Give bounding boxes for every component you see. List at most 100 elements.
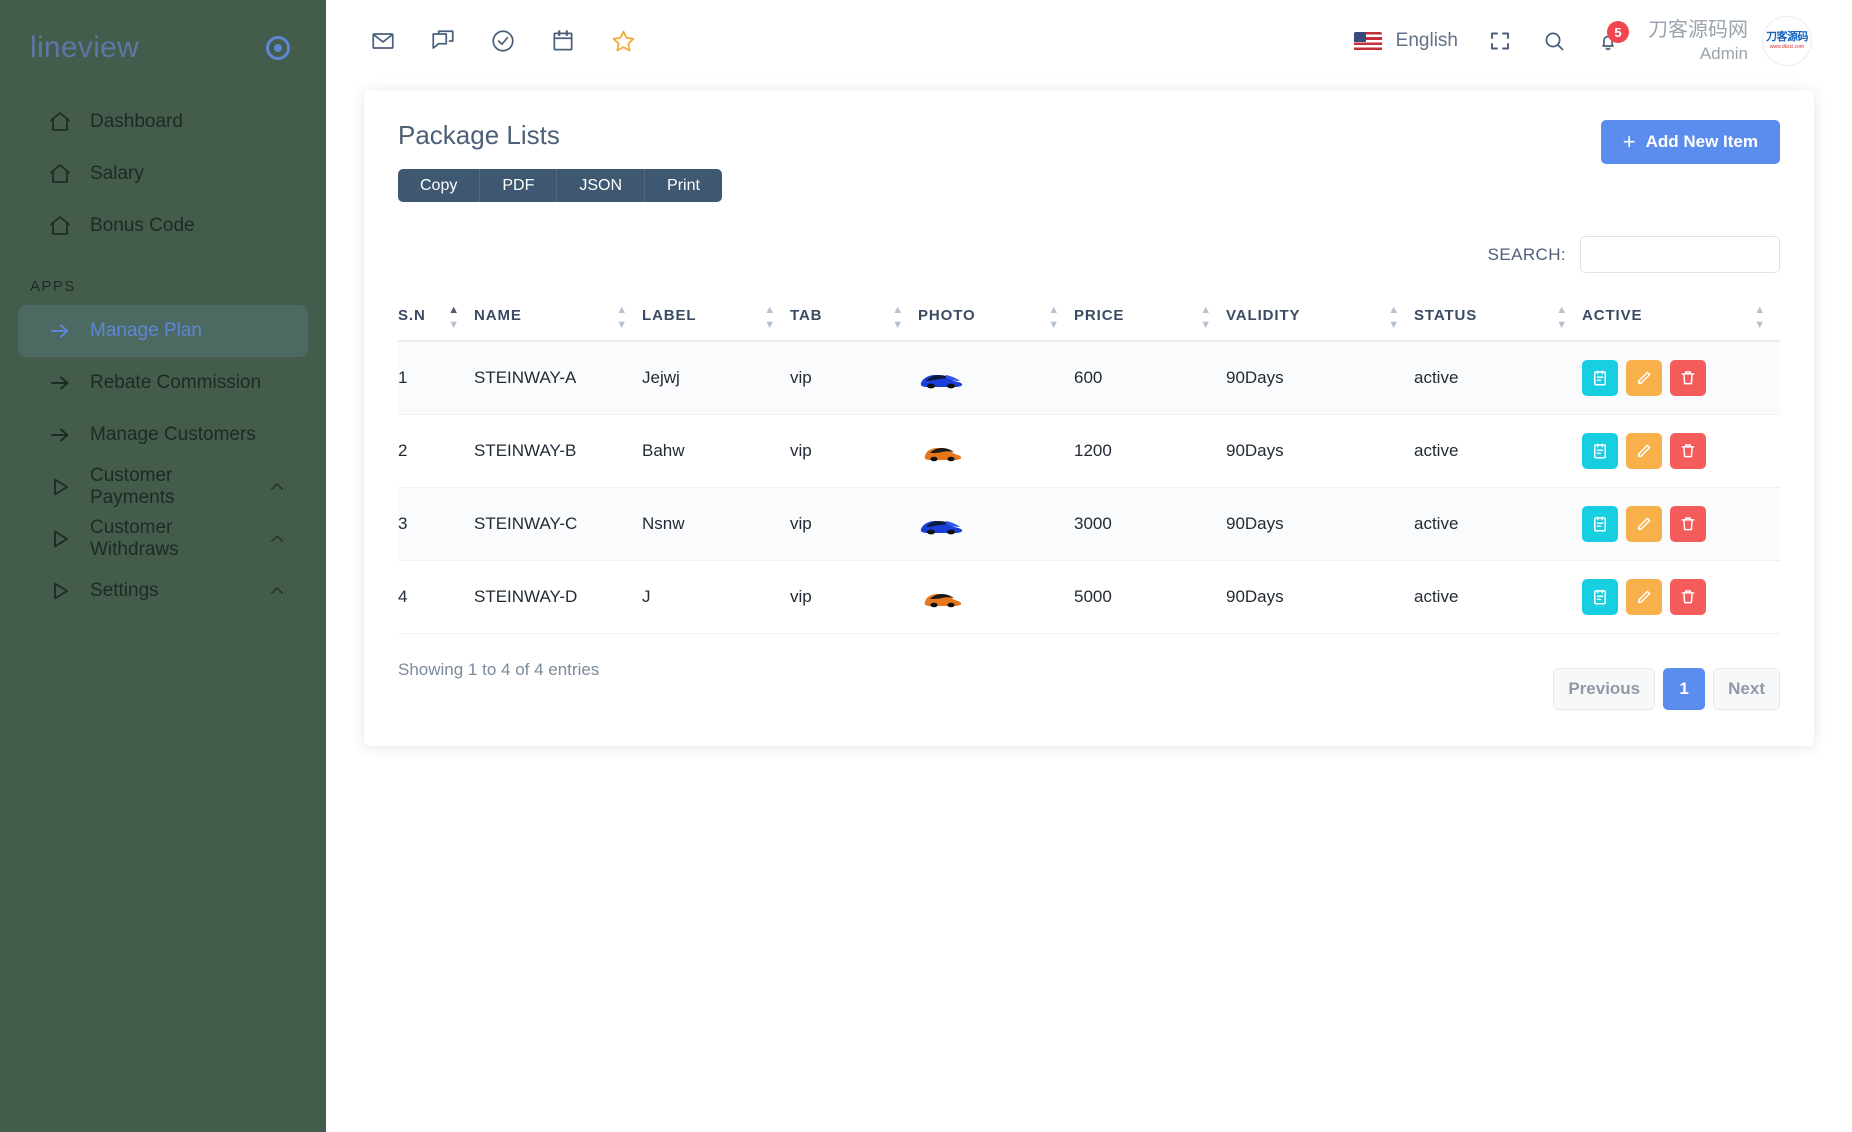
orange-car-icon bbox=[918, 438, 964, 464]
user-name: 刀客源码网 bbox=[1648, 18, 1748, 41]
cell-label: Jejwj bbox=[642, 341, 790, 415]
topbar: English 5 刀客源码网 Admin bbox=[326, 0, 1852, 82]
card-header: Package Lists Copy PDF JSON Print + Add … bbox=[398, 120, 1780, 202]
sidebar-item-label: Customer Withdraws bbox=[90, 517, 179, 560]
calendar-icon[interactable] bbox=[1582, 433, 1618, 469]
star-icon[interactable] bbox=[600, 18, 646, 64]
check-circle-icon[interactable] bbox=[480, 18, 526, 64]
sidebar-item-bonus-code[interactable]: Bonus Code bbox=[18, 200, 308, 252]
trash-icon[interactable] bbox=[1670, 360, 1706, 396]
json-button[interactable]: JSON bbox=[557, 169, 646, 202]
search-input[interactable] bbox=[1580, 236, 1780, 273]
col-label[interactable]: LABEL ▲ ▼ bbox=[642, 295, 790, 342]
us-flag-icon bbox=[1353, 31, 1382, 51]
cell-status: active bbox=[1414, 487, 1582, 561]
target-circle-icon[interactable] bbox=[266, 36, 290, 60]
sort-arrows: ▲ ▼ bbox=[1200, 303, 1212, 331]
cell-photo bbox=[918, 414, 1074, 488]
mail-icon[interactable] bbox=[360, 18, 406, 64]
arrow-right-icon bbox=[48, 371, 72, 395]
pencil-icon[interactable] bbox=[1626, 360, 1662, 396]
sidebar-item-label: Manage Customers bbox=[90, 424, 256, 445]
add-new-item-button[interactable]: + Add New Item bbox=[1600, 120, 1780, 164]
sidebar-brand[interactable]: lineview bbox=[0, 22, 326, 74]
cell-name: STEINWAY-B bbox=[474, 414, 642, 488]
blue-car-icon bbox=[918, 511, 964, 537]
table-body: 1 STEINWAY-A Jejwj vip 600 90Days active bbox=[398, 341, 1780, 634]
cell-status: active bbox=[1414, 341, 1582, 415]
search-row: SEARCH: bbox=[398, 236, 1780, 273]
sort-arrows: ▲ ▼ bbox=[1388, 303, 1400, 331]
sort-arrows: ▲ ▼ bbox=[448, 303, 460, 331]
col-price[interactable]: PRICE ▲ ▼ bbox=[1074, 295, 1226, 342]
action-buttons bbox=[1582, 506, 1780, 542]
avatar[interactable]: 刀客源码 www.dkzzi.com bbox=[1762, 16, 1812, 66]
col-photo[interactable]: PHOTO ▲ ▼ bbox=[918, 295, 1074, 342]
search-label: SEARCH: bbox=[1487, 244, 1566, 264]
triangle-right-icon bbox=[48, 579, 72, 603]
trash-icon[interactable] bbox=[1670, 579, 1706, 615]
cell-name: STEINWAY-A bbox=[474, 341, 642, 415]
calendar-icon[interactable] bbox=[1582, 579, 1618, 615]
sidebar-item-customer-withdraws[interactable]: Customer Withdraws bbox=[18, 513, 308, 565]
user-profile[interactable]: 刀客源码网 Admin 刀客源码 www.dkzzi.com bbox=[1648, 16, 1812, 66]
col-validity-label: VALIDITY bbox=[1226, 307, 1301, 324]
notification-badge: 5 bbox=[1607, 21, 1629, 43]
col-active-label: ACTIVE bbox=[1582, 307, 1643, 324]
cell-photo bbox=[918, 560, 1074, 634]
col-sn[interactable]: S.N ▲ ▼ bbox=[398, 295, 474, 342]
sidebar-item-label: Salary bbox=[90, 163, 144, 184]
table-head: S.N ▲ ▼ NAME ▲ ▼ LABEL ▲ ▼ TAB bbox=[398, 295, 1780, 342]
col-validity[interactable]: VALIDITY ▲ ▼ bbox=[1226, 295, 1414, 342]
pagination: Previous 1 Next bbox=[1553, 668, 1780, 710]
previous-page-button[interactable]: Previous bbox=[1553, 668, 1656, 710]
cell-tab: vip bbox=[790, 341, 918, 415]
trash-icon[interactable] bbox=[1670, 506, 1706, 542]
page-1-button[interactable]: 1 bbox=[1663, 668, 1706, 710]
col-name-label: NAME bbox=[474, 307, 522, 324]
calendar-icon[interactable] bbox=[1582, 360, 1618, 396]
cell-price: 600 bbox=[1074, 341, 1226, 415]
sidebar-item-salary[interactable]: Salary bbox=[18, 148, 308, 200]
pencil-icon[interactable] bbox=[1626, 433, 1662, 469]
sidebar-item-manage-customers[interactable]: Manage Customers bbox=[18, 409, 308, 461]
bell-icon[interactable]: 5 bbox=[1586, 19, 1630, 63]
pdf-button[interactable]: PDF bbox=[480, 169, 558, 202]
cell-actions bbox=[1582, 560, 1780, 634]
col-name[interactable]: NAME ▲ ▼ bbox=[474, 295, 642, 342]
chat-icon[interactable] bbox=[420, 18, 466, 64]
trash-icon[interactable] bbox=[1670, 433, 1706, 469]
sidebar-item-customer-payments[interactable]: Customer Payments bbox=[18, 461, 308, 513]
sidebar-item-settings[interactable]: Settings bbox=[18, 565, 308, 617]
copy-button[interactable]: Copy bbox=[398, 169, 481, 202]
sidebar-item-dashboard[interactable]: Dashboard bbox=[18, 96, 308, 148]
cell-photo bbox=[918, 341, 1074, 415]
arrow-right-icon bbox=[48, 319, 72, 343]
home-icon bbox=[48, 162, 72, 186]
search-icon[interactable] bbox=[1532, 19, 1576, 63]
fullscreen-icon[interactable] bbox=[1478, 19, 1522, 63]
add-new-item-label: Add New Item bbox=[1645, 132, 1758, 151]
calendar-icon[interactable] bbox=[1582, 506, 1618, 542]
cell-sn: 3 bbox=[398, 487, 474, 561]
pencil-icon[interactable] bbox=[1626, 506, 1662, 542]
sidebar-item-rebate-commission[interactable]: Rebate Commission bbox=[18, 357, 308, 409]
blue-car-icon bbox=[918, 365, 964, 391]
cell-photo bbox=[918, 487, 1074, 561]
col-tab[interactable]: TAB ▲ ▼ bbox=[790, 295, 918, 342]
col-tab-label: TAB bbox=[790, 307, 823, 324]
cell-tab: vip bbox=[790, 560, 918, 634]
calendar-icon[interactable] bbox=[540, 18, 586, 64]
col-active[interactable]: ACTIVE ▲ ▼ bbox=[1582, 295, 1780, 342]
sidebar: lineview Dashboard Salary Bonus Code bbox=[0, 0, 326, 1132]
pencil-icon[interactable] bbox=[1626, 579, 1662, 615]
next-page-button[interactable]: Next bbox=[1713, 668, 1780, 710]
print-button[interactable]: Print bbox=[645, 169, 722, 202]
sidebar-item-manage-plan[interactable]: Manage Plan bbox=[18, 305, 308, 357]
language-selector[interactable]: English bbox=[1344, 24, 1468, 58]
cell-sn: 1 bbox=[398, 341, 474, 415]
col-status[interactable]: STATUS ▲ ▼ bbox=[1414, 295, 1582, 342]
arrow-right-icon bbox=[48, 423, 72, 447]
page-title: Package Lists bbox=[398, 120, 560, 150]
